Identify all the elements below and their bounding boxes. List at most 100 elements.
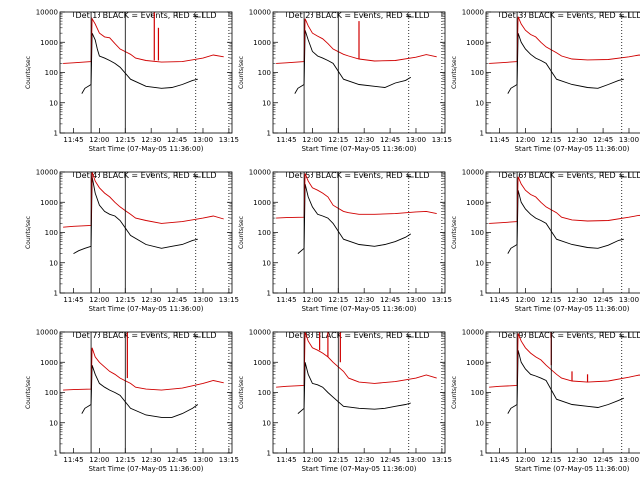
- y-tick-label: 10000: [249, 169, 271, 177]
- interval-marker: [407, 333, 414, 338]
- plot-frame: [59, 171, 233, 294]
- y-tick-label: 10000: [462, 9, 484, 17]
- y-tick-label: 10000: [462, 169, 484, 177]
- x-tick-label: 13:00: [193, 136, 213, 144]
- interval-marker: [620, 13, 627, 18]
- detector-panel-3: Det 3: BLACK = Events, RED = LLD Counts/s…: [451, 9, 640, 153]
- panel-title: Det 3: BLACK = Events, RED = LLD: [502, 11, 640, 20]
- events-series-line: [297, 183, 412, 254]
- x-tick-label: 12:15: [328, 296, 348, 304]
- interval-marker: [407, 13, 414, 18]
- x-tick-label: 11:45: [63, 136, 83, 144]
- events-series-line: [507, 32, 624, 94]
- detector-panel-6: Det 6: BLACK = Events, RED = LLD Counts/s…: [451, 169, 640, 313]
- x-axis-label: Start Time (07-May-05 11:36:00): [301, 305, 416, 313]
- x-tick-label: 13:00: [406, 456, 426, 464]
- y-axis-label: Counts/sec: [238, 216, 245, 249]
- y-tick-label: 1000: [40, 39, 58, 47]
- x-tick-label: 12:45: [380, 456, 400, 464]
- lld-series-line: [489, 176, 640, 224]
- y-axis-label: Counts/sec: [451, 216, 458, 249]
- plot-frame: [272, 11, 446, 134]
- x-tick-label: 12:00: [302, 136, 322, 144]
- y-axis-label: Counts/sec: [238, 376, 245, 409]
- panel-title: Det 1: BLACK = Events, RED = LLD: [76, 11, 217, 20]
- y-tick-label: 10000: [36, 169, 58, 177]
- x-axis-label: Start Time (07-May-05 11:36:00): [88, 145, 203, 153]
- y-tick-label: 10: [475, 419, 484, 427]
- interval-marker: [407, 173, 414, 178]
- x-tick-label: 13:15: [432, 296, 452, 304]
- x-tick-label: 12:15: [541, 296, 561, 304]
- y-tick-label: 10000: [36, 329, 58, 337]
- events-series-line: [73, 176, 198, 254]
- y-tick-label: 100: [258, 389, 271, 397]
- y-tick-label: 1000: [466, 39, 484, 47]
- lld-series-line: [489, 16, 640, 64]
- y-axis-label: Counts/sec: [451, 56, 458, 89]
- x-tick-label: 12:00: [302, 456, 322, 464]
- x-tick-label: 12:30: [141, 456, 161, 464]
- x-tick-label: 13:00: [406, 136, 426, 144]
- panel-title: Det 2: BLACK = Events, RED = LLD: [289, 11, 430, 20]
- plot-frame: [272, 171, 446, 294]
- lld-series-line: [63, 347, 224, 391]
- plot-frame: [272, 331, 446, 454]
- y-tick-label: 100: [45, 229, 58, 237]
- x-tick-label: 12:00: [89, 456, 109, 464]
- y-tick-label: 100: [258, 69, 271, 77]
- y-tick-label: 1: [267, 130, 271, 138]
- events-series-line: [81, 32, 198, 94]
- y-tick-label: 10: [49, 259, 58, 267]
- y-tick-label: 100: [45, 389, 58, 397]
- y-tick-label: 1: [54, 450, 58, 458]
- plot-frame: [485, 171, 640, 294]
- y-tick-label: 10: [262, 419, 271, 427]
- y-tick-label: 100: [258, 229, 271, 237]
- y-tick-label: 1: [54, 130, 58, 138]
- x-tick-label: 11:45: [489, 296, 509, 304]
- x-tick-label: 12:00: [89, 136, 109, 144]
- x-tick-label: 12:45: [593, 296, 613, 304]
- plot-frame: [59, 11, 233, 134]
- detector-panel-1: Det 1: BLACK = Events, RED = LLD Counts/s…: [25, 9, 239, 154]
- x-tick-label: 12:15: [541, 456, 561, 464]
- y-tick-label: 10: [475, 99, 484, 107]
- x-tick-label: 12:45: [167, 136, 187, 144]
- x-tick-label: 13:00: [619, 136, 639, 144]
- x-tick-label: 12:45: [593, 136, 613, 144]
- detector-panel-9: Det 9: BLACK = Events, RED = LLD Counts/s…: [451, 329, 640, 473]
- plot-frame: [485, 11, 640, 134]
- interval-marker: [194, 173, 201, 178]
- x-tick-label: 12:45: [167, 456, 187, 464]
- x-tick-label: 12:30: [141, 296, 161, 304]
- x-tick-label: 12:45: [380, 136, 400, 144]
- y-axis-label: Counts/sec: [25, 56, 32, 89]
- y-tick-label: 10: [262, 99, 271, 107]
- x-axis-label: Start Time (07-May-05 11:36:00): [301, 465, 416, 473]
- x-tick-label: 12:00: [89, 296, 109, 304]
- plot-frame: [59, 331, 233, 454]
- x-tick-label: 12:30: [567, 136, 587, 144]
- panel-title: Det 9: BLACK = Events, RED = LLD: [502, 331, 640, 340]
- y-tick-label: 1: [480, 290, 484, 298]
- y-tick-label: 1000: [40, 199, 58, 207]
- x-tick-label: 13:00: [619, 296, 639, 304]
- x-tick-label: 12:45: [167, 296, 187, 304]
- y-tick-label: 1: [267, 290, 271, 298]
- y-axis-label: Counts/sec: [451, 376, 458, 409]
- lld-series-line: [63, 17, 224, 64]
- detector-panel-7: Det 7: BLACK = Events, RED = LLD Counts/s…: [25, 329, 239, 474]
- x-tick-label: 11:45: [276, 296, 296, 304]
- lld-series-line: [63, 171, 224, 228]
- interval-marker: [194, 333, 201, 338]
- y-tick-label: 1000: [40, 359, 58, 367]
- x-tick-label: 12:30: [567, 296, 587, 304]
- x-tick-label: 11:45: [63, 296, 83, 304]
- lld-series-line: [489, 333, 640, 388]
- detector-panel-8: Det 8: BLACK = Events, RED = LLD Counts/s…: [238, 329, 452, 474]
- detector-panel-5: Det 5: BLACK = Events, RED = LLD Counts/s…: [238, 169, 452, 314]
- lld-series-line: [276, 173, 437, 219]
- x-tick-label: 12:45: [380, 296, 400, 304]
